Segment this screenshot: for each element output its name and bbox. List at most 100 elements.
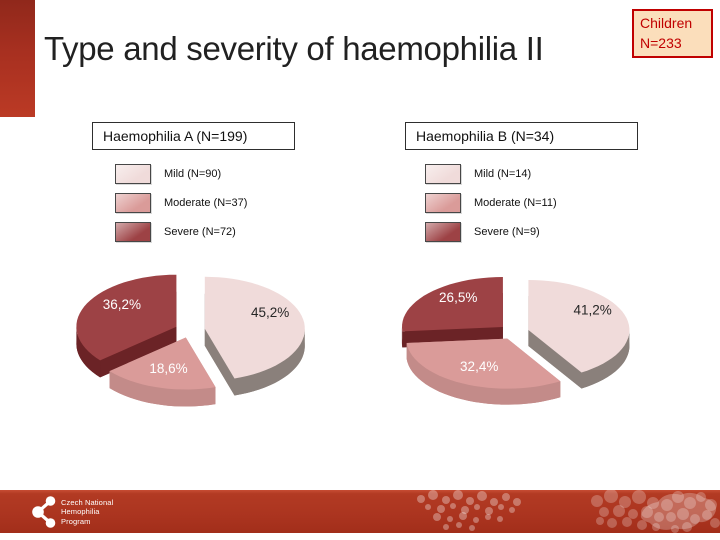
footer-dot xyxy=(628,509,638,519)
footer-dot xyxy=(447,516,453,522)
legend-item-severe: Severe (N=9) xyxy=(425,221,638,242)
footer-dot xyxy=(672,491,684,503)
footer-dot xyxy=(682,522,692,532)
haemophilia-a-legend: Mild (N=90) Moderate (N=37) Severe (N=72) xyxy=(115,163,295,242)
program-name-line2: Hemophilia xyxy=(61,507,100,517)
footer-dot xyxy=(498,504,504,510)
footer-dot xyxy=(596,517,604,525)
pie-slice-severe-wall xyxy=(100,326,177,378)
legend-label-mild: Mild (N=14) xyxy=(474,167,532,180)
pie-slice-mild-rim xyxy=(581,330,630,389)
footer-dot xyxy=(497,516,503,522)
footer-dot xyxy=(702,510,712,520)
pie-slice-severe-top xyxy=(76,274,177,361)
footer-dot xyxy=(652,523,660,531)
footer-dot xyxy=(666,512,676,522)
pie-value-label-moderate: 18,6% xyxy=(149,361,187,376)
legend-label-moderate: Moderate (N=37) xyxy=(164,196,248,209)
pie-value-label-severe: 36,2% xyxy=(103,297,141,312)
pie-slice-mild-top xyxy=(204,276,305,379)
footer-dot xyxy=(647,497,659,509)
haemophilia-b-legend: Mild (N=14) Moderate (N=11) Severe (N=9) xyxy=(425,163,638,242)
footer-dot xyxy=(690,514,700,524)
program-brand: Czech National Hemophilia Program xyxy=(31,495,113,529)
pie-slice-mild-top xyxy=(528,280,630,373)
footer-dot xyxy=(466,497,474,505)
children-count-box: Children N=233 xyxy=(632,9,713,58)
footer-dot xyxy=(490,498,498,506)
footer-dot xyxy=(474,504,480,510)
footer-dot xyxy=(619,496,631,508)
footer-dot xyxy=(641,506,653,518)
footer-dot xyxy=(591,495,603,507)
footer-dot xyxy=(622,517,632,527)
left-accent-bar xyxy=(0,0,35,117)
haemophilia-a-section: Haemophilia A (N=199) Mild (N=90) Moderat… xyxy=(92,122,295,251)
legend-item-mild: Mild (N=90) xyxy=(115,163,295,184)
legend-swatch-moderate xyxy=(425,192,461,213)
footer-dot xyxy=(513,498,521,506)
footer-dot xyxy=(461,506,469,514)
legend-label-moderate: Moderate (N=11) xyxy=(474,196,557,209)
czech-map-silhouette xyxy=(640,492,717,530)
footer-dot xyxy=(705,499,717,511)
footer-dot xyxy=(599,507,609,517)
footer-dot xyxy=(632,490,646,504)
footer-dot xyxy=(671,525,679,533)
footer-dot xyxy=(502,493,510,501)
haemophilia-b-title-box: Haemophilia B (N=34) xyxy=(405,122,638,150)
pie-slice-severe-top xyxy=(402,277,503,332)
pie-chart-haemophilia-a: 45,2% 18,6% 36,2% xyxy=(76,274,305,407)
footer-dot xyxy=(442,496,450,504)
children-count-line2: N=233 xyxy=(640,35,682,51)
footer-dot xyxy=(654,512,664,522)
footer-dot xyxy=(425,504,431,510)
footer-dot xyxy=(443,524,449,530)
program-name-line1: Czech National xyxy=(61,497,114,507)
footer-dot xyxy=(456,522,462,528)
footer-dots-decoration xyxy=(417,490,720,533)
pie-slice-moderate-rim xyxy=(109,371,216,407)
children-count-line1: Children xyxy=(640,15,693,31)
pie-slice-mild-wall xyxy=(528,330,582,389)
pie-slice-moderate-top xyxy=(109,337,216,390)
footer-dot xyxy=(604,490,618,503)
legend-swatch-moderate xyxy=(115,192,151,213)
legend-swatch-severe xyxy=(425,221,461,242)
footer-dot xyxy=(607,518,617,528)
footer-dot xyxy=(485,514,491,520)
legend-item-moderate: Moderate (N=11) xyxy=(425,192,638,213)
footer-dot xyxy=(453,490,463,500)
footer-dot xyxy=(469,525,475,531)
haemophilia-a-title-box: Haemophilia A (N=199) xyxy=(92,122,295,150)
footer-dot xyxy=(710,518,720,528)
pie-slice-mild-wall xyxy=(204,328,235,396)
pie-chart-haemophilia-b: 41,2% 32,4% 26,5% xyxy=(401,277,630,405)
haemophilia-b-section: Haemophilia B (N=34) Mild (N=14) Moderate… xyxy=(405,122,638,251)
legend-swatch-mild xyxy=(115,163,151,184)
program-name-line3: Program xyxy=(61,516,91,526)
footer-dot xyxy=(433,513,441,521)
legend-item-severe: Severe (N=72) xyxy=(115,221,295,242)
pie-slice-mild-rim xyxy=(234,328,305,396)
pie-value-label-severe: 26,5% xyxy=(439,290,477,305)
footer-dot xyxy=(637,520,647,530)
molecule-logo-icon xyxy=(32,496,56,528)
footer-dot xyxy=(459,512,467,520)
footer-bar: Czech National Hemophilia Program xyxy=(0,490,720,533)
pie-slice-moderate-top xyxy=(406,338,561,389)
legend-swatch-severe xyxy=(115,221,151,242)
legend-label-severe: Severe (N=9) xyxy=(474,225,540,238)
legend-item-moderate: Moderate (N=37) xyxy=(115,192,295,213)
footer-dot xyxy=(485,507,493,515)
pie-slice-moderate-rim xyxy=(406,343,561,405)
footer-dot xyxy=(684,497,696,509)
footer-dot xyxy=(473,517,479,523)
legend-label-severe: Severe (N=72) xyxy=(164,225,236,238)
footer-dot xyxy=(696,492,706,502)
footer-dot xyxy=(417,495,425,503)
legend-label-mild: Mild (N=90) xyxy=(164,167,222,180)
program-name: Czech National Hemophilia Program xyxy=(61,498,113,527)
pie-slice-severe-rim xyxy=(76,326,101,378)
